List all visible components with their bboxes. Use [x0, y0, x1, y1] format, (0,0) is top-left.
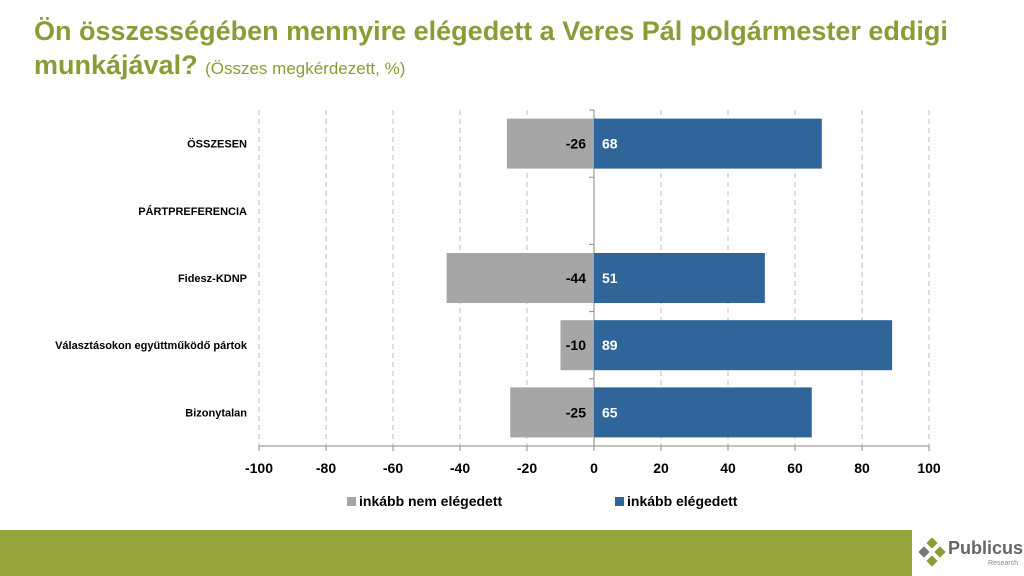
x-tick-label: -80	[316, 460, 336, 476]
data-label: -44	[566, 270, 586, 286]
chart-title: Ön összességében mennyire elégedett a Ve…	[34, 14, 1014, 86]
x-tick-label: -20	[517, 460, 537, 476]
category-label: Választásokon együttműködő pártok	[55, 340, 248, 352]
bar-dissatisfied	[506, 118, 594, 169]
bar-satisfied	[594, 387, 812, 438]
bar-dissatisfied	[510, 387, 594, 438]
category-label: PÁRTPREFERENCIA	[138, 205, 247, 218]
x-tick-label: 0	[590, 460, 598, 476]
logo-diamonds-icon	[918, 538, 946, 567]
x-tick-label: 80	[854, 460, 870, 476]
title-subtitle: (Összes megkérdezett, %)	[205, 59, 406, 78]
category-label: ÖSSZESEN	[187, 138, 247, 151]
x-tick-label: 40	[720, 460, 736, 476]
data-label: 68	[602, 136, 618, 152]
data-label: -25	[566, 404, 586, 420]
chart: -100 -80 -60 -40 -20 0 20 40 60 80 100 ÖSSZESEN -26 6…	[55, 109, 941, 509]
logo-name: Publicus	[948, 538, 1024, 558]
bar-satisfied	[594, 320, 893, 371]
footer-band	[0, 530, 912, 576]
legend-label: inkább nem elégedett	[359, 493, 502, 509]
data-label: 89	[602, 337, 618, 353]
bar-dissatisfied	[560, 320, 594, 371]
logo-tagline: Research	[988, 560, 1018, 567]
legend-label: inkább elégedett	[627, 493, 738, 509]
data-label: -10	[566, 337, 586, 353]
legend-swatch	[615, 497, 624, 506]
bar-dissatisfied	[446, 253, 594, 303]
x-tick-label: -100	[245, 460, 273, 476]
x-tick-label: 60	[787, 460, 803, 476]
x-tick-label: 100	[917, 460, 941, 476]
data-label: -26	[566, 136, 586, 152]
bar-satisfied	[594, 253, 765, 303]
category-label: Fidesz-KDNP	[178, 273, 247, 285]
x-tick-label: -60	[383, 460, 403, 476]
publicus-logo: Publicus Research	[918, 536, 1024, 572]
x-tick-label: 20	[653, 460, 669, 476]
legend-swatch	[347, 497, 356, 506]
bar-satisfied	[594, 118, 822, 169]
data-label: 65	[602, 404, 618, 420]
x-tick-label: -40	[450, 460, 470, 476]
category-label: Bizonytalan	[185, 407, 247, 419]
title-main: Ön összességében mennyire elégedett a Ve…	[34, 16, 948, 80]
data-label: 51	[602, 270, 618, 286]
